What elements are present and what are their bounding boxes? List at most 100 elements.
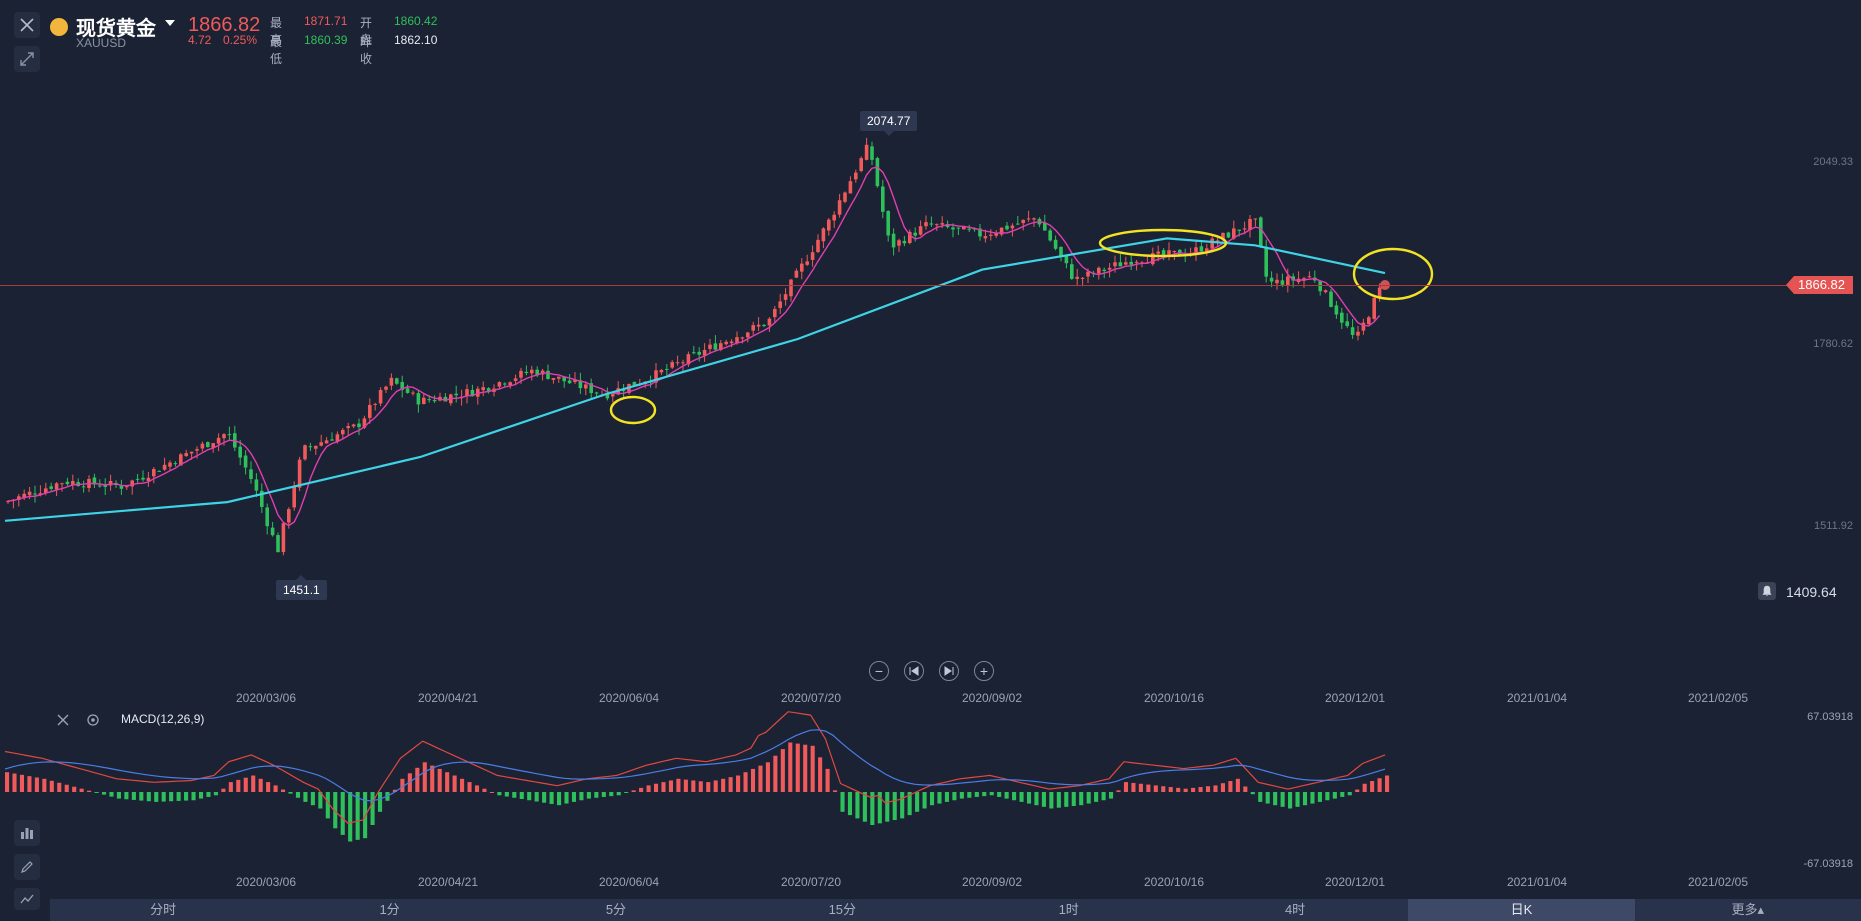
- indicators-button[interactable]: [14, 820, 40, 846]
- short-moving-average: [7, 166, 1381, 527]
- low-value: 1860.39: [304, 33, 348, 47]
- zoom-in-button[interactable]: +: [974, 661, 994, 681]
- date-label: 2020/07/20: [780, 691, 842, 705]
- candle-body: [1248, 219, 1252, 231]
- macd-chart[interactable]: [0, 700, 1861, 880]
- instrument-name[interactable]: 现货黄金: [76, 18, 156, 40]
- macd-bar: [94, 792, 99, 793]
- indicator-settings-button[interactable]: [86, 713, 100, 732]
- macd-bar: [42, 778, 47, 792]
- date-label: 2020/04/21: [417, 875, 479, 889]
- macd-bar: [474, 785, 480, 792]
- macd-bar: [1131, 782, 1136, 792]
- tab-period-active[interactable]: 日K: [1408, 899, 1635, 921]
- macd-bar: [624, 792, 629, 793]
- tab-more[interactable]: 更多▴: [1731, 902, 1765, 917]
- candle-body: [324, 440, 329, 444]
- macd-bar: [765, 762, 770, 792]
- macd-bar: [967, 792, 972, 798]
- highlight-circle: [1098, 228, 1228, 258]
- macd-bar: [19, 774, 25, 792]
- candle-body: [1010, 225, 1015, 229]
- date-label: 2020/06/04: [598, 691, 660, 705]
- candle-body: [297, 459, 302, 488]
- candle-body: [821, 228, 826, 242]
- macd-bar: [430, 765, 435, 792]
- candle-body: [1156, 251, 1160, 254]
- jump-to-start-button[interactable]: [904, 661, 924, 681]
- macd-bar: [803, 744, 808, 792]
- candle-body: [1151, 253, 1155, 265]
- macd-bar: [758, 765, 763, 792]
- tab-period[interactable]: 15分: [828, 902, 857, 917]
- tab-period[interactable]: 1时: [1058, 902, 1079, 917]
- macd-bar: [206, 792, 211, 797]
- candle-body: [1032, 218, 1036, 220]
- candle-body: [503, 383, 507, 385]
- minus-icon: −: [874, 663, 884, 679]
- candle-body: [1291, 276, 1295, 281]
- open-label: 开盘: [360, 16, 373, 47]
- date-label: 2020/03/06: [235, 875, 297, 889]
- candle-body: [1043, 222, 1047, 231]
- macd-bar: [258, 778, 263, 792]
- price-change-pct: 0.25%: [223, 33, 258, 47]
- candle-body: [837, 200, 842, 215]
- candlestick-chart[interactable]: [0, 0, 1861, 600]
- macd-bar: [101, 792, 107, 795]
- tab-period[interactable]: 分时: [150, 902, 177, 917]
- candle-body: [1307, 276, 1312, 278]
- macd-bar: [974, 792, 979, 797]
- jump-to-end-button[interactable]: [939, 661, 959, 681]
- candle-body: [1161, 250, 1166, 256]
- candle-body: [400, 381, 404, 390]
- candle-body: [362, 418, 367, 428]
- draw-tool-button[interactable]: [14, 854, 40, 880]
- macd-bar: [721, 778, 726, 792]
- date-label: 2020/10/16: [1143, 691, 1205, 705]
- tab-period[interactable]: 5分: [605, 902, 627, 917]
- bell-icon[interactable]: [1758, 582, 1776, 600]
- macd-bar: [12, 773, 17, 792]
- candle-body: [827, 219, 831, 231]
- close-indicator-button[interactable]: [56, 713, 70, 732]
- candle-body: [956, 227, 961, 229]
- candle-body: [292, 486, 296, 508]
- macd-bar: [736, 775, 741, 792]
- candle-body: [281, 523, 286, 553]
- candle-body: [908, 231, 912, 244]
- date-label: 2021/02/05: [1687, 691, 1749, 705]
- close-chart-button[interactable]: [14, 12, 40, 38]
- candle-body: [848, 181, 853, 194]
- candle-body: [287, 509, 291, 523]
- tab-period[interactable]: 1分: [379, 902, 400, 917]
- macd-bar: [661, 782, 666, 792]
- macd-bar: [1310, 792, 1315, 804]
- close-icon: [57, 714, 69, 726]
- candle-body: [1124, 262, 1128, 265]
- candle-body: [746, 332, 750, 338]
- candle-body: [1059, 246, 1063, 257]
- candle-body: [999, 227, 1004, 235]
- candle-body: [411, 392, 415, 394]
- fullscreen-button[interactable]: [14, 46, 40, 72]
- line-tool-button[interactable]: [14, 888, 40, 910]
- chevron-down-icon[interactable]: [165, 20, 175, 26]
- tab-period[interactable]: 4时: [1284, 902, 1306, 917]
- candle-body: [314, 445, 318, 449]
- open-value: 1860.42: [394, 14, 438, 28]
- macd-bar: [676, 778, 681, 792]
- candle-body: [1269, 277, 1274, 282]
- candle-body: [378, 389, 383, 404]
- zoom-out-button[interactable]: −: [869, 661, 889, 681]
- alert-price: 1409.64: [1786, 584, 1837, 600]
- macd-bar: [370, 792, 375, 825]
- macd-bar: [698, 781, 703, 792]
- date-label: 2020/10/16: [1143, 875, 1205, 889]
- candle-body: [567, 380, 572, 384]
- date-label: 2020/09/02: [961, 691, 1023, 705]
- candle-body: [1097, 267, 1101, 274]
- candle-body: [222, 434, 226, 439]
- candle-body: [260, 490, 264, 507]
- macd-bar: [579, 792, 584, 801]
